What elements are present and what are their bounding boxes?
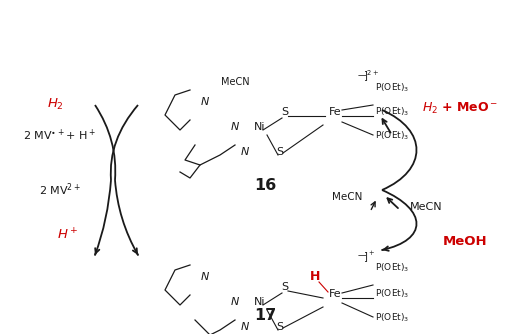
- Text: P(OEt)$_3$: P(OEt)$_3$: [374, 106, 409, 119]
- Text: N: N: [240, 322, 249, 332]
- Text: MeCN: MeCN: [410, 202, 442, 212]
- Text: P(OEt)$_3$: P(OEt)$_3$: [374, 288, 409, 301]
- Text: P(OEt)$_3$: P(OEt)$_3$: [374, 311, 409, 324]
- Text: MeCN: MeCN: [220, 77, 249, 87]
- Text: N: N: [240, 147, 249, 157]
- Text: $H^+$: $H^+$: [57, 228, 78, 243]
- Text: ]$^+$: ]$^+$: [362, 249, 374, 264]
- Text: —: —: [357, 71, 365, 80]
- Text: P(OEt)$_3$: P(OEt)$_3$: [374, 261, 409, 274]
- Text: N: N: [201, 97, 209, 107]
- Text: MeOH: MeOH: [442, 235, 487, 248]
- Text: —: —: [357, 251, 365, 260]
- Text: 17: 17: [253, 308, 275, 323]
- Text: S: S: [281, 282, 288, 292]
- Text: $H_2$ + MeO$^-$: $H_2$ + MeO$^-$: [421, 101, 497, 116]
- Text: 2 MV$^{\bullet+}$+ H$^+$: 2 MV$^{\bullet+}$+ H$^+$: [23, 128, 96, 143]
- Text: P(OEt)$_3$: P(OEt)$_3$: [374, 129, 409, 142]
- Text: P(OEt)$_3$: P(OEt)$_3$: [374, 81, 409, 94]
- Text: $H_2$: $H_2$: [46, 97, 63, 112]
- Text: H: H: [309, 270, 320, 283]
- Text: N: N: [231, 122, 239, 132]
- Text: ]$^{2+}$: ]$^{2+}$: [362, 68, 379, 84]
- Text: S: S: [276, 147, 283, 157]
- Text: S: S: [281, 107, 288, 117]
- Text: Ni: Ni: [254, 297, 265, 307]
- Text: 16: 16: [253, 178, 275, 193]
- Text: S: S: [276, 322, 283, 332]
- Text: Ni: Ni: [254, 122, 265, 132]
- Text: N: N: [231, 297, 239, 307]
- Text: N: N: [201, 272, 209, 282]
- Text: Fe: Fe: [328, 289, 341, 299]
- Text: MeCN: MeCN: [331, 192, 361, 202]
- Text: Fe: Fe: [328, 107, 341, 117]
- Text: 2 MV$^{2+}$: 2 MV$^{2+}$: [39, 182, 81, 198]
